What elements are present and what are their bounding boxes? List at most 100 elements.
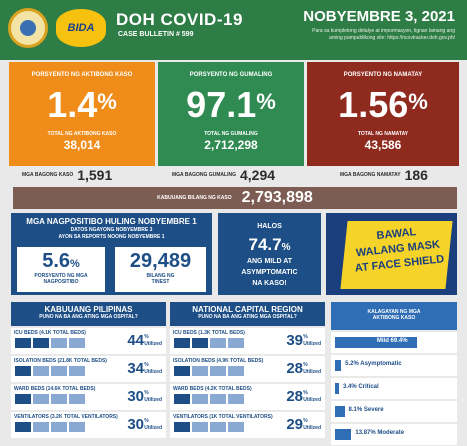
positivity-subtitle-1: DATOS NGAYONG NOBYEMBRE 3 (70, 227, 153, 233)
bed-icon (228, 422, 244, 432)
active-percent-label: PORSYENTO NG AKTIBONG KASO (31, 72, 133, 78)
tested-caption-2: TINEST (151, 279, 170, 285)
utilized-label: % Utilized (303, 390, 321, 403)
new-deaths-label: MGA BAGONG NAMATAY (340, 171, 401, 178)
severity-label: 13.87% Moderate (355, 430, 405, 436)
bed-icon (15, 394, 31, 404)
bed-icon (174, 394, 190, 404)
bed-icon (228, 394, 244, 404)
bed-icon (228, 338, 244, 348)
positivity-title: MGA NAGPOSITIBO HULING NOBYEMBRE 1 (26, 217, 197, 226)
severity-title-2: AKTIBONG KASO (372, 315, 416, 321)
ncr-subtitle: PUNO NA BA ANG ATING MGA OSPITAL? (198, 314, 297, 320)
active-total-value: 38,014 (63, 138, 101, 152)
bed-utilization-row: ISOLATION BEDS (21.8K TOTAL BEDS) 34% Util… (11, 356, 166, 382)
mild-line-4: NA KASO! (252, 280, 287, 287)
bed-utilization-row: VENTILATORS (1K TOTAL VENTILATORS) 29% Uti… (170, 412, 325, 438)
philippines-title: KABUUANG PILIPINAS (44, 305, 133, 314)
ncr-title: NATIONAL CAPITAL REGION (192, 305, 303, 314)
percent-sign: % (256, 89, 276, 114)
active-total-label: TOTAL NG AKTIBONG KASO (47, 131, 117, 137)
new-deaths: MGA BAGONG NAMATAY 186 (340, 166, 428, 186)
header: BIDA DOH COVID-19 CASE BULLETIN # 599 NO… (0, 0, 467, 60)
positivity-rate-caption-2: NAGPOSITIBO (43, 279, 79, 285)
bed-icon (69, 366, 85, 376)
bed-type-label: ISOLATION BEDS (21.8K TOTAL BEDS) (14, 358, 107, 364)
utilized-label: % Utilized (144, 362, 162, 375)
tested-value: 29,489 (129, 250, 192, 272)
doh-seal-logo (8, 8, 48, 48)
bed-icon (192, 338, 208, 348)
bida-logo: BIDA (56, 9, 106, 47)
mild-value: 74.7 (248, 235, 282, 254)
new-cases: MGA BAGONG KASO 1,591 (22, 166, 112, 186)
severity-bar (335, 360, 342, 371)
severity-row: 13.87% Moderate (331, 424, 457, 445)
bed-utilization-value: 29 (286, 416, 303, 433)
positivity-rate-box: 5.6% PORSYENTO NG MGA NAGPOSITIBO (17, 247, 105, 292)
positivity-subtitle-2: AYON SA REPORTS NOONG NOBYEMBRE 1 (58, 234, 165, 240)
utilized-label: % Utilized (303, 362, 321, 375)
bed-utilization-value: 34 (127, 360, 144, 377)
severity-bar (335, 429, 352, 440)
bed-type-label: ICU BEDS (1.3K TOTAL BEDS) (173, 330, 245, 336)
new-cases-value: 1,591 (77, 166, 113, 183)
bed-icon (15, 422, 31, 432)
bed-usage-icons (174, 338, 244, 348)
bed-icon (69, 422, 85, 432)
utilized-label: % Utilized (303, 418, 321, 431)
bed-icon (33, 394, 49, 404)
percent-sign: % (97, 89, 117, 114)
bulletin-date: NOBYEMBRE 3, 2021 (303, 8, 455, 25)
severity-label: 5.2% Asymptomatic (345, 361, 402, 367)
severity-label: Mild 69.4% (376, 338, 408, 344)
deaths-percent-label: PORSYENTO NG NAMATAY (343, 72, 423, 78)
recovered-total-value: 2,712,298 (204, 138, 258, 152)
mild-line-1: HALOS (257, 223, 282, 230)
bed-type-label: WARD BEDS (14.6K TOTAL BEDS) (14, 386, 96, 392)
philippines-subtitle: PUNO NA BA ANG ATING MGA OSPITAL? (39, 314, 138, 320)
bed-utilization-value: 39 (286, 332, 303, 349)
bed-icon (51, 394, 67, 404)
bed-utilization-value: 30 (127, 416, 144, 433)
bed-type-label: VENTILATORS (1K TOTAL VENTILATORS) (173, 414, 273, 420)
severity-label: 8.1% Severe (348, 407, 384, 413)
bed-icon (69, 338, 85, 348)
bed-icon (69, 394, 85, 404)
active-percent-value: 1.4 (47, 84, 98, 125)
bed-icon (192, 394, 208, 404)
severity-title-1: KALAGAYAN NG MGA (367, 309, 421, 315)
new-deaths-value: 186 (404, 166, 428, 183)
bed-icon (174, 366, 190, 376)
new-recovered-value: 4,294 (239, 166, 276, 183)
bed-usage-icons (15, 366, 85, 376)
bed-utilization-row: WARD BEDS (4.2K TOTAL BEDS) 28% Utilized (170, 384, 325, 410)
severity-label: 3.4% Critical (343, 384, 379, 390)
bed-icon (15, 366, 31, 376)
total-cases-bar: KABUUANG BILANG NG KASO 2,793,898 (13, 187, 457, 209)
severity-row: 5.2% Asymptomatic (331, 355, 457, 376)
bed-type-label: VENTILATORS (3.2K TOTAL VENTILATORS) (14, 414, 118, 420)
bed-type-label: WARD BEDS (4.2K TOTAL BEDS) (173, 386, 252, 392)
bed-utilization-value: 28 (286, 360, 303, 377)
mild-asymptomatic-box: HALOS 74.7% ANG MILD AT ASYMPTOMATIC NA … (218, 213, 321, 295)
bed-utilization-value: 28 (286, 388, 303, 405)
utilized-label: % Utilized (144, 418, 162, 431)
positivity-rate-caption-1: PORSYENTO NG MGA (34, 273, 88, 279)
bulletin-number: CASE BULLETIN # 599 (118, 31, 194, 38)
positivity-rate-value: 5.6 (42, 250, 71, 272)
bed-icon (33, 422, 49, 432)
new-recovered-label: MGA BAGONG GUMALING (172, 171, 236, 178)
bed-icon (51, 422, 67, 432)
severity-bar (335, 383, 339, 394)
mild-line-3: ASYMPTOMATIC (241, 269, 298, 276)
deaths-percent-value: 1.56 (338, 84, 409, 125)
severity-bar (335, 337, 417, 348)
total-cases-label: KABUUANG BILANG NG KASO (157, 195, 232, 201)
recovered-percent-label: PORSYENTO NG GUMALING (189, 72, 273, 78)
bed-icon (174, 422, 190, 432)
bed-icon (228, 366, 244, 376)
bed-icon (15, 338, 31, 348)
bed-usage-icons (15, 394, 85, 404)
utilized-label: % Utilized (144, 334, 162, 347)
